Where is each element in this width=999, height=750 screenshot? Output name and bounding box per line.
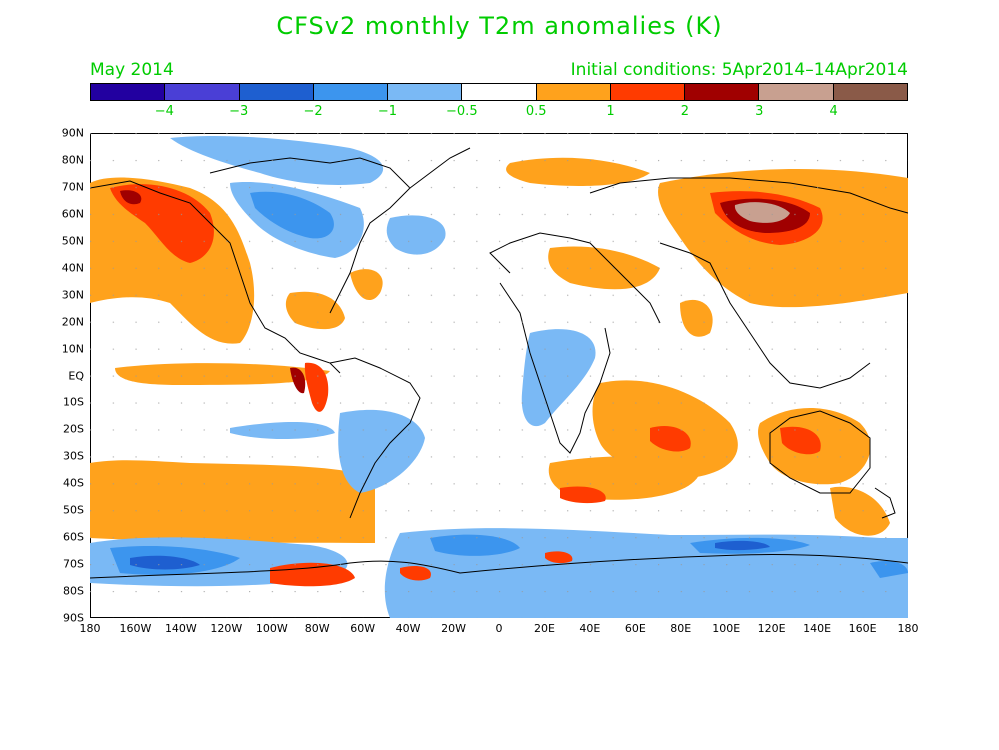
longitude-label: 100W <box>255 622 288 635</box>
colorbar-label: 0.5 <box>525 104 547 119</box>
longitude-label: 100E <box>712 622 741 635</box>
latitude-label: 10S <box>63 395 84 409</box>
colorbar-label: −2 <box>303 104 323 119</box>
latitude-label: 90N <box>61 126 84 140</box>
latitude-label: 50N <box>61 234 84 248</box>
colorbar-swatch <box>685 84 760 100</box>
longitude-label: 80E <box>670 622 692 635</box>
longitude-label: 80W <box>304 622 330 635</box>
longitude-label: 60E <box>624 622 646 635</box>
colorbar-label: −1 <box>377 104 398 119</box>
colorbar-label: 1 <box>606 104 615 119</box>
latitude-label: 40N <box>61 261 84 275</box>
colorbar-swatch <box>759 84 834 100</box>
longitude-label: 160W <box>119 622 152 635</box>
latitude-label: 60S <box>63 530 84 544</box>
colorbar-swatch <box>165 84 240 100</box>
colorbar-swatch <box>313 84 389 100</box>
longitude-label: 140E <box>803 622 832 635</box>
colorbar-swatch <box>610 84 686 100</box>
longitude-label: 0 <box>495 622 503 635</box>
latitude-label: 60N <box>61 207 84 221</box>
longitude-label: 180 <box>897 622 919 635</box>
latitude-label: 50S <box>63 503 84 517</box>
longitude-label: 40W <box>395 622 421 635</box>
latitude-label: 80S <box>63 584 84 598</box>
latitude-label: 80N <box>61 153 84 167</box>
colorbar <box>90 83 908 101</box>
longitude-label: 160E <box>848 622 877 635</box>
colorbar-label: −4 <box>154 104 174 119</box>
latitude-label: 70S <box>63 557 84 571</box>
colorbar-label: 4 <box>829 104 838 119</box>
colorbar-label: 2 <box>680 104 690 119</box>
latitude-label: EQ <box>68 369 84 382</box>
colorbar-swatch <box>462 84 537 100</box>
latitude-label: 10N <box>61 342 84 356</box>
longitude-label: 140W <box>164 622 197 635</box>
colorbar-label: −3 <box>229 104 249 119</box>
colorbar-swatch <box>833 84 907 100</box>
longitude-label: 20W <box>441 622 466 635</box>
latitude-label: 70N <box>61 180 84 194</box>
longitude-label: 60W <box>350 622 376 635</box>
colorbar-swatch <box>536 84 611 100</box>
anomaly-map <box>90 133 908 618</box>
latitude-label: 30S <box>63 449 84 463</box>
latitude-label: 30N <box>61 288 84 302</box>
chart-title: CFSv2 monthly T2m anomalies (K) <box>276 12 723 40</box>
latitude-label: 20N <box>61 315 84 329</box>
colorbar-label: 3 <box>755 104 764 119</box>
longitude-label: 180 <box>79 622 101 635</box>
colorbar-swatch <box>91 84 166 100</box>
colorbar-swatch <box>388 84 463 100</box>
latitude-label: 40S <box>63 476 84 490</box>
grid-dots <box>90 133 908 618</box>
longitude-label: 40E <box>579 622 601 635</box>
latitude-label: 90S <box>63 611 84 625</box>
longitude-label: 20E <box>533 622 555 635</box>
colorbar-swatch <box>239 84 314 100</box>
initial-conditions: Initial conditions: 5Apr2014–14Apr2014 <box>570 60 908 80</box>
longitude-label: 120E <box>757 622 786 635</box>
colorbar-label: −0.5 <box>446 104 478 119</box>
longitude-label: 120W <box>210 622 243 635</box>
forecast-month: May 2014 <box>90 60 174 80</box>
latitude-label: 20S <box>63 422 84 436</box>
